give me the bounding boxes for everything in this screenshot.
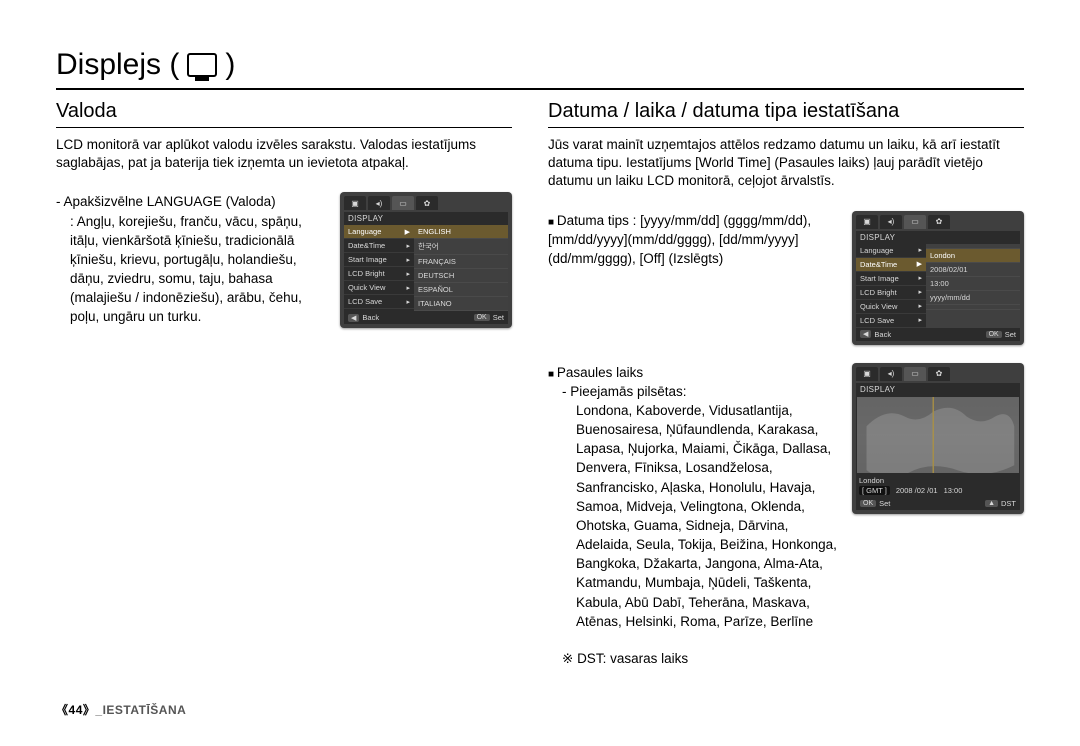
lcd-tab-sound-icon: ◂) bbox=[880, 367, 902, 381]
lcd-value: ITALIANO bbox=[414, 297, 508, 311]
map-info: London [ GMT ] 2008 /02 /01 13:00 bbox=[856, 474, 1020, 497]
lcd-footer: OKSet ▲DST bbox=[856, 497, 1020, 510]
lcd-menu-item: Start Image▸ bbox=[856, 272, 926, 286]
language-intro: LCD monitorā var aplūkot valodu izvēles … bbox=[56, 136, 512, 172]
page-footer: 44_Iestatīšana bbox=[56, 701, 186, 718]
map-date: 2008 /02 /01 bbox=[896, 486, 938, 495]
datetime-intro: Jūs varat mainīt uzņemtajos attēlos redz… bbox=[548, 136, 1024, 191]
language-sub-label: Apakšizvēlne LANGUAGE (Valoda) bbox=[56, 192, 326, 211]
cities-label: Pieejamās pilsētas: bbox=[548, 382, 838, 401]
lcd-footer: ◀Back OKSet bbox=[856, 328, 1020, 341]
lcd-value: yyyy/mm/dd bbox=[926, 291, 1020, 305]
title-text-a: Displejs ( bbox=[56, 48, 179, 82]
lcd-value: 2008/02/01 bbox=[926, 263, 1020, 277]
title-text-b: ) bbox=[225, 48, 235, 82]
lcd-menu-item: Language▶ bbox=[344, 225, 414, 239]
lcd-menu-list: Language▸ Date&Time▶ Start Image▸ LCD Br… bbox=[856, 244, 926, 328]
lcd-menu-item: LCD Save▸ bbox=[856, 314, 926, 328]
lcd-value: ESPAÑOL bbox=[414, 283, 508, 297]
lcd-value-list: London 2008/02/01 13:00 yyyy/mm/dd bbox=[926, 244, 1020, 328]
lcd-value: 한국어 bbox=[414, 239, 508, 255]
map-time: 13:00 bbox=[944, 486, 963, 495]
cities-text: Londona, Kaboverde, Vidusatlantija, Buen… bbox=[548, 401, 838, 631]
lcd-language-menu: ▣ ◂) ▭ ✿ DISPLAY Language▶ Date&Time▸ St… bbox=[340, 192, 512, 328]
world-map-graphic bbox=[856, 396, 1020, 474]
lcd-tab-display-icon: ▭ bbox=[904, 367, 926, 381]
lcd-value: ENGLISH bbox=[414, 225, 508, 239]
world-time-label: Pasaules laiks bbox=[548, 363, 838, 382]
lcd-tab-settings-icon: ✿ bbox=[928, 215, 950, 229]
date-type-label: Datuma tips : [yyyy/mm/dd] (gggg/mm/dd),… bbox=[548, 211, 838, 269]
map-city: London bbox=[859, 476, 1017, 485]
lcd-header: DISPLAY bbox=[344, 212, 508, 225]
lcd-tabs: ▣ ◂) ▭ ✿ bbox=[344, 196, 508, 210]
lcd-tab-camera-icon: ▣ bbox=[856, 367, 878, 381]
lcd-value: London bbox=[926, 249, 1020, 263]
display-icon bbox=[187, 53, 217, 77]
gmt-label: [ GMT ] bbox=[859, 486, 890, 495]
lcd-menu-item: LCD Bright▸ bbox=[856, 286, 926, 300]
lcd-footer: ◀Back OKSet bbox=[344, 311, 508, 324]
lcd-value bbox=[926, 305, 1020, 310]
lcd-tab-display-icon: ▭ bbox=[392, 196, 414, 210]
lcd-menu-item: Language▸ bbox=[856, 244, 926, 258]
lcd-menu-item: Quick View▸ bbox=[344, 281, 414, 295]
lcd-value: 13:00 bbox=[926, 277, 1020, 291]
lcd-value: FRANÇAIS bbox=[414, 255, 508, 269]
lcd-menu-item: Quick View▸ bbox=[856, 300, 926, 314]
lcd-tab-sound-icon: ◂) bbox=[368, 196, 390, 210]
section-heading-language: Valoda bbox=[56, 100, 512, 128]
column-left: Valoda LCD monitorā var aplūkot valodu i… bbox=[56, 100, 512, 668]
lcd-header: DISPLAY bbox=[856, 383, 1020, 396]
page-title: Displejs ( ) bbox=[56, 48, 1024, 90]
lcd-datetime-menu: ▣ ◂) ▭ ✿ DISPLAY Language▸ Date&Time▶ St… bbox=[852, 211, 1024, 345]
page-number: 44 bbox=[56, 703, 95, 717]
lcd-tab-camera-icon: ▣ bbox=[856, 215, 878, 229]
lcd-tab-display-icon: ▭ bbox=[904, 215, 926, 229]
lcd-menu-item: Date&Time▶ bbox=[856, 258, 926, 272]
lcd-tab-sound-icon: ◂) bbox=[880, 215, 902, 229]
footer-section: _Iestatīšana bbox=[95, 703, 186, 717]
lcd-menu-item: LCD Save▸ bbox=[344, 295, 414, 309]
lcd-tab-camera-icon: ▣ bbox=[344, 196, 366, 210]
lcd-menu-item: Date&Time▸ bbox=[344, 239, 414, 253]
lcd-menu-item: LCD Bright▸ bbox=[344, 267, 414, 281]
column-right: Datuma / laika / datuma tipa iestatīšana… bbox=[548, 100, 1024, 668]
section-heading-datetime: Datuma / laika / datuma tipa iestatīšana bbox=[548, 100, 1024, 128]
lcd-tabs: ▣ ◂) ▭ ✿ bbox=[856, 367, 1020, 381]
lcd-menu-list: Language▶ Date&Time▸ Start Image▸ LCD Br… bbox=[344, 225, 414, 311]
lcd-tab-settings-icon: ✿ bbox=[928, 367, 950, 381]
lcd-tab-settings-icon: ✿ bbox=[416, 196, 438, 210]
lcd-header: DISPLAY bbox=[856, 231, 1020, 244]
lcd-value: DEUTSCH bbox=[414, 269, 508, 283]
language-sub-text: : Angļu, korejiešu, franču, vācu, spāņu,… bbox=[56, 212, 326, 327]
dst-note: DST: vasaras laiks bbox=[548, 649, 1024, 668]
lcd-world-map: ▣ ◂) ▭ ✿ DISPLAY London [ GMT ] bbox=[852, 363, 1024, 514]
lcd-value-list: ENGLISH 한국어 FRANÇAIS DEUTSCH ESPAÑOL ITA… bbox=[414, 225, 508, 311]
lcd-menu-item: Start Image▸ bbox=[344, 253, 414, 267]
lcd-tabs: ▣ ◂) ▭ ✿ bbox=[856, 215, 1020, 229]
